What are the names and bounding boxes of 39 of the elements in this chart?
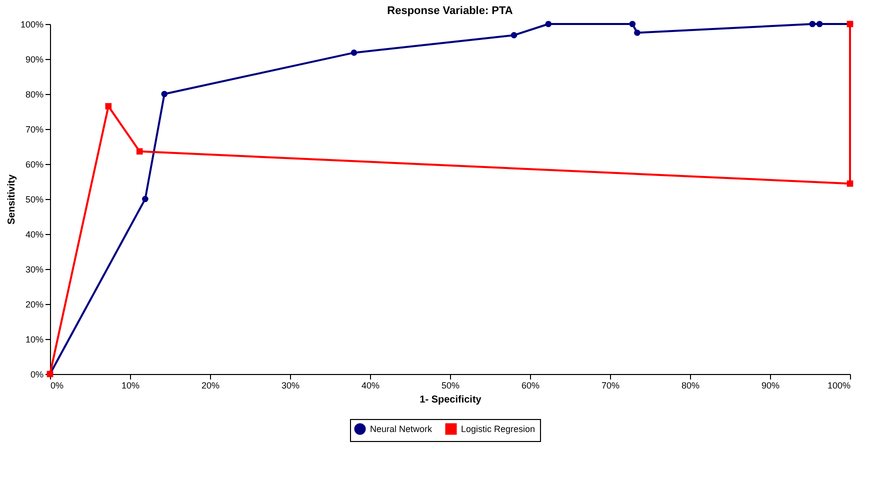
x-tick-label: 90%: [761, 380, 780, 390]
x-tick-label: 80%: [681, 380, 700, 390]
y-tick-label: 80%: [25, 90, 44, 100]
x-tick-label: 50%: [441, 380, 460, 390]
legend-label: Logistic Regresion: [461, 424, 536, 434]
x-axis-title: 1- Specificity: [420, 394, 482, 406]
y-tick-label: 70%: [25, 124, 44, 134]
point: [545, 20, 552, 28]
y-tick-label: 90%: [25, 54, 44, 64]
x-tick-label: 100%: [827, 380, 850, 390]
y-axis-title: Sensitivity: [6, 174, 18, 225]
point: [161, 90, 168, 98]
x-tick-label: 0%: [50, 380, 64, 390]
point: [846, 180, 854, 187]
x-tick-label: 60%: [521, 380, 540, 390]
y-tick-label: 30%: [25, 264, 44, 274]
y-tick-label: 100%: [20, 20, 44, 30]
point: [142, 196, 148, 202]
x-tick-label: 70%: [601, 380, 620, 390]
point: [816, 20, 823, 28]
y-tick-label: 20%: [25, 300, 44, 310]
chart-title: Response Variable: PTA: [387, 5, 513, 17]
x-tick-label: 10%: [121, 380, 140, 390]
y-tick-label: 10%: [25, 334, 44, 344]
point: [136, 148, 143, 155]
point: [634, 30, 640, 36]
point: [510, 32, 518, 38]
point: [809, 20, 816, 28]
y-tick-label: 40%: [25, 230, 44, 240]
legend-label: Neural Network: [370, 424, 433, 434]
point: [629, 20, 636, 28]
x-tick-label: 30%: [281, 380, 300, 390]
y-tick-label: 0%: [30, 370, 44, 380]
y-tick-label: 50%: [25, 194, 44, 204]
point: [105, 103, 112, 110]
y-tick-label: 60%: [25, 160, 44, 170]
point: [350, 50, 358, 56]
x-tick-label: 20%: [201, 380, 220, 390]
x-tick-label: 40%: [361, 380, 380, 390]
